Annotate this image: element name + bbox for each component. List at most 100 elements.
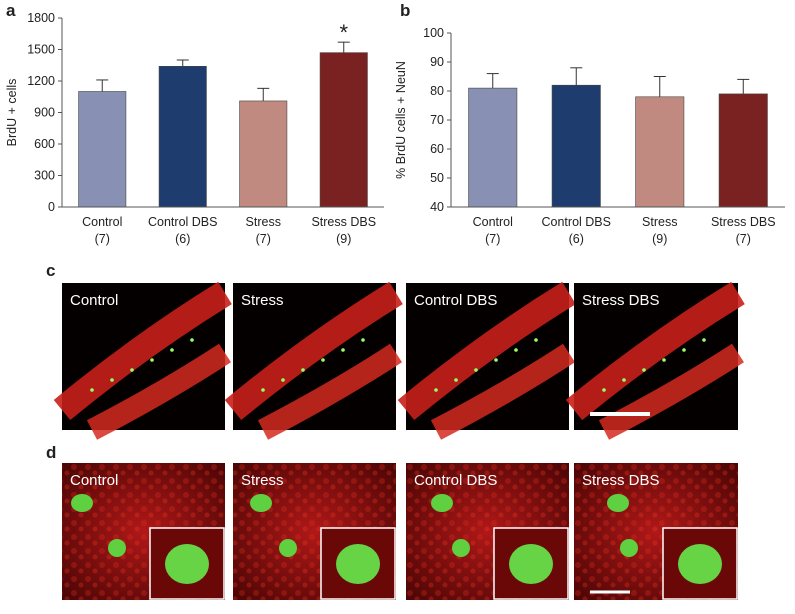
y-tick-label: 300 (34, 169, 55, 183)
brdu-cell (281, 378, 285, 382)
cell-layer (86, 343, 231, 440)
bar (551, 84, 601, 208)
brdu-cell (90, 388, 94, 392)
inset-cell (678, 544, 722, 584)
cell-layer (257, 343, 402, 440)
cell-layer (565, 281, 745, 421)
brdu-cell (361, 338, 365, 342)
brdu-cell (607, 494, 629, 512)
x-tick-count: (6) (175, 232, 190, 246)
cell-layer (224, 281, 403, 421)
micrograph: Stress (224, 281, 403, 440)
micrograph: Control DBS (397, 281, 576, 440)
inset (662, 527, 738, 600)
micrograph: Stress (233, 463, 396, 600)
micrograph-label: Stress (241, 472, 284, 489)
x-tick-count: (9) (336, 232, 351, 246)
brdu-cell (321, 358, 325, 362)
panel-letter: d (46, 443, 56, 462)
brdu-cell (434, 388, 438, 392)
micrograph-label: Control (70, 292, 118, 309)
x-tick-label: Control (82, 215, 122, 229)
brdu-cell (108, 539, 126, 557)
x-tick-count: (6) (569, 232, 584, 246)
bar (718, 93, 768, 208)
x-tick-count: (7) (485, 232, 500, 246)
y-axis-label: % BrdU cells + NeuN (394, 61, 408, 179)
brdu-cell (431, 494, 453, 512)
brdu-cell (702, 338, 706, 342)
brdu-cell (622, 378, 626, 382)
brdu-cell (662, 358, 666, 362)
y-tick-label: 1500 (27, 43, 55, 57)
x-tick-label: Control DBS (542, 215, 611, 229)
brdu-cell (682, 348, 686, 352)
micrograph-label: Stress DBS (582, 472, 660, 489)
brdu-cell (170, 348, 174, 352)
cell-layer (598, 343, 744, 440)
micrograph: Control DBS (406, 463, 569, 600)
cell-layer (430, 343, 575, 440)
brdu-cell (71, 494, 93, 512)
x-tick-count: (7) (256, 232, 271, 246)
y-tick-label: 1200 (27, 74, 55, 88)
x-tick-count: (9) (652, 232, 667, 246)
bar (635, 96, 685, 208)
brdu-cell (279, 539, 297, 557)
bar (319, 52, 368, 208)
brdu-cell (130, 368, 134, 372)
x-tick-label: Stress DBS (711, 215, 776, 229)
micrograph-label: Control (70, 472, 118, 489)
y-tick-label: 0 (48, 200, 55, 214)
micrograph-label: Stress (241, 292, 284, 309)
bar (78, 91, 127, 208)
x-tick-count: (7) (95, 232, 110, 246)
y-tick-label: 600 (34, 137, 55, 151)
micrograph: Stress DBS (565, 281, 745, 440)
inset-cell (509, 544, 553, 584)
cell-layer (397, 281, 576, 421)
x-tick-label: Stress DBS (311, 215, 376, 229)
brdu-cell (452, 539, 470, 557)
brdu-cell (341, 348, 345, 352)
micrograph: Stress DBS (574, 463, 738, 600)
y-tick-label: 900 (34, 106, 55, 120)
micrograph: Control (62, 463, 225, 600)
brdu-cell (250, 494, 272, 512)
y-tick-label: 40 (430, 200, 444, 214)
y-tick-label: 50 (430, 171, 444, 185)
brdu-cell (642, 368, 646, 372)
brdu-cell (454, 378, 458, 382)
inset-cell (336, 544, 380, 584)
brdu-cell (150, 358, 154, 362)
brdu-cell (514, 348, 518, 352)
brdu-cell (602, 388, 606, 392)
annotation: * (339, 20, 348, 45)
y-tick-label: 70 (430, 113, 444, 127)
brdu-cell (110, 378, 114, 382)
cell-layer (53, 281, 232, 421)
micrograph-label: Stress DBS (582, 292, 660, 309)
micrograph-label: Control DBS (414, 472, 497, 489)
micrograph: Control (53, 281, 232, 440)
bar (468, 87, 518, 208)
panel-letter: c (46, 261, 55, 280)
y-tick-label: 90 (430, 55, 444, 69)
y-axis-label: BrdU + cells (5, 79, 19, 147)
brdu-cell (534, 338, 538, 342)
bar (158, 66, 207, 208)
brdu-cell (474, 368, 478, 372)
panel-letter: b (400, 1, 410, 20)
brdu-cell (301, 368, 305, 372)
y-tick-label: 80 (430, 84, 444, 98)
brdu-cell (620, 539, 638, 557)
brdu-cell (261, 388, 265, 392)
x-tick-label: Control (473, 215, 513, 229)
micrograph-label: Control DBS (414, 292, 497, 309)
inset-cell (165, 544, 209, 584)
x-tick-count: (7) (736, 232, 751, 246)
brdu-cell (494, 358, 498, 362)
y-tick-label: 60 (430, 142, 444, 156)
brdu-cell (190, 338, 194, 342)
